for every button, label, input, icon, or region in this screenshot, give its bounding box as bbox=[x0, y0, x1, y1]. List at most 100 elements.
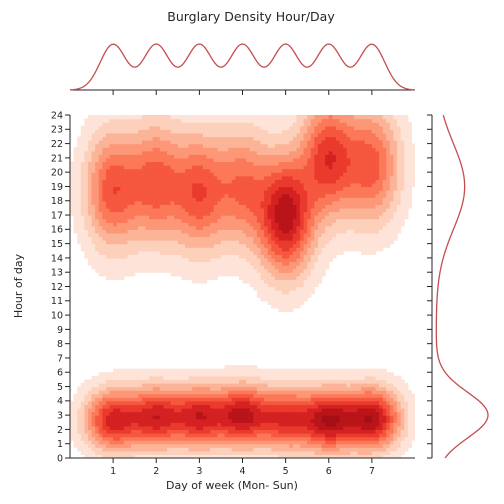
density-cell bbox=[242, 365, 247, 370]
density-cell bbox=[210, 404, 215, 409]
density-cell bbox=[242, 386, 247, 391]
density-cell bbox=[332, 415, 337, 420]
density-cell bbox=[123, 204, 129, 209]
density-cell bbox=[260, 190, 265, 195]
density-cell bbox=[202, 193, 208, 198]
density-cell bbox=[102, 222, 107, 227]
density-cell bbox=[141, 250, 147, 255]
density-cell bbox=[177, 407, 182, 413]
density-cell bbox=[127, 243, 132, 248]
density-cell bbox=[80, 190, 85, 195]
density-cell bbox=[228, 390, 233, 395]
density-cell bbox=[231, 382, 236, 388]
density-cell bbox=[73, 193, 78, 198]
density-cell bbox=[220, 247, 226, 252]
density-cell bbox=[73, 186, 78, 191]
density-cell bbox=[260, 222, 265, 227]
density-cell bbox=[199, 372, 204, 377]
density-cell bbox=[73, 222, 78, 227]
density-cell bbox=[307, 429, 312, 434]
density-cell bbox=[87, 454, 93, 458]
density-cell bbox=[192, 186, 197, 191]
density-cell bbox=[70, 175, 75, 180]
density-cell bbox=[332, 254, 337, 259]
density-cell bbox=[267, 440, 272, 445]
density-cell bbox=[357, 450, 362, 456]
density-cell bbox=[220, 200, 226, 205]
density-cell bbox=[109, 429, 114, 434]
density-cell bbox=[105, 225, 111, 230]
density-cell bbox=[393, 393, 398, 398]
density-cell bbox=[253, 447, 258, 452]
density-cell bbox=[314, 375, 319, 380]
density-cell bbox=[256, 182, 262, 188]
density-cell bbox=[375, 175, 380, 180]
density-cell bbox=[253, 265, 258, 270]
density-cell bbox=[278, 200, 283, 205]
density-cell bbox=[167, 390, 172, 395]
density-cell bbox=[152, 218, 157, 223]
density-cell bbox=[77, 404, 82, 409]
density-cell bbox=[303, 179, 308, 184]
density-cell bbox=[109, 386, 114, 391]
density-cell bbox=[84, 454, 89, 458]
density-cell bbox=[145, 175, 150, 180]
density-cell bbox=[102, 200, 107, 205]
density-cell bbox=[131, 265, 136, 270]
density-cell bbox=[325, 407, 330, 413]
density-cell bbox=[292, 282, 297, 288]
density-cell bbox=[278, 268, 283, 273]
density-cell bbox=[249, 197, 254, 202]
density-cell bbox=[393, 229, 398, 234]
density-cell bbox=[238, 436, 244, 441]
density-cell bbox=[181, 247, 186, 252]
density-cell bbox=[149, 265, 154, 270]
density-cell bbox=[141, 379, 147, 384]
density-cell bbox=[149, 400, 154, 405]
density-cell bbox=[192, 215, 197, 220]
density-cell bbox=[368, 229, 373, 234]
density-cell bbox=[116, 218, 121, 223]
density-cell bbox=[134, 415, 139, 420]
density-cell bbox=[185, 443, 190, 448]
density-cell bbox=[321, 200, 326, 205]
density-cell bbox=[256, 382, 262, 388]
density-cell bbox=[91, 418, 96, 423]
density-cell bbox=[152, 443, 157, 448]
density-cell bbox=[167, 200, 172, 205]
density-cell bbox=[228, 365, 233, 370]
density-cell bbox=[131, 186, 136, 191]
density-cell bbox=[224, 400, 229, 405]
density-cell bbox=[231, 182, 236, 188]
density-cell bbox=[328, 454, 333, 458]
density-cell bbox=[300, 257, 305, 263]
density-cell bbox=[91, 257, 96, 263]
density-cell bbox=[332, 404, 337, 409]
density-cell bbox=[271, 247, 276, 252]
density-cell bbox=[296, 450, 301, 456]
density-cell bbox=[332, 218, 337, 223]
density-cell bbox=[220, 215, 226, 220]
density-cell bbox=[105, 372, 111, 377]
density-cell bbox=[116, 372, 121, 377]
density-cell bbox=[134, 186, 139, 191]
density-cell bbox=[217, 190, 222, 195]
density-cell bbox=[102, 450, 107, 456]
density-cell bbox=[292, 193, 297, 198]
density-cell bbox=[343, 450, 348, 456]
density-cell bbox=[217, 175, 222, 180]
density-cell bbox=[379, 236, 384, 241]
density-cell bbox=[156, 429, 161, 434]
density-cell bbox=[141, 172, 147, 177]
density-cell bbox=[202, 175, 208, 180]
density-cell bbox=[350, 240, 355, 245]
density-cell bbox=[188, 215, 193, 220]
density-cell bbox=[188, 257, 193, 263]
density-cell bbox=[80, 211, 85, 216]
density-cell bbox=[328, 240, 333, 245]
density-cell bbox=[95, 243, 100, 248]
density-cell bbox=[274, 197, 280, 202]
density-cell bbox=[400, 400, 405, 405]
density-cell bbox=[174, 186, 179, 191]
density-cell bbox=[353, 204, 359, 209]
